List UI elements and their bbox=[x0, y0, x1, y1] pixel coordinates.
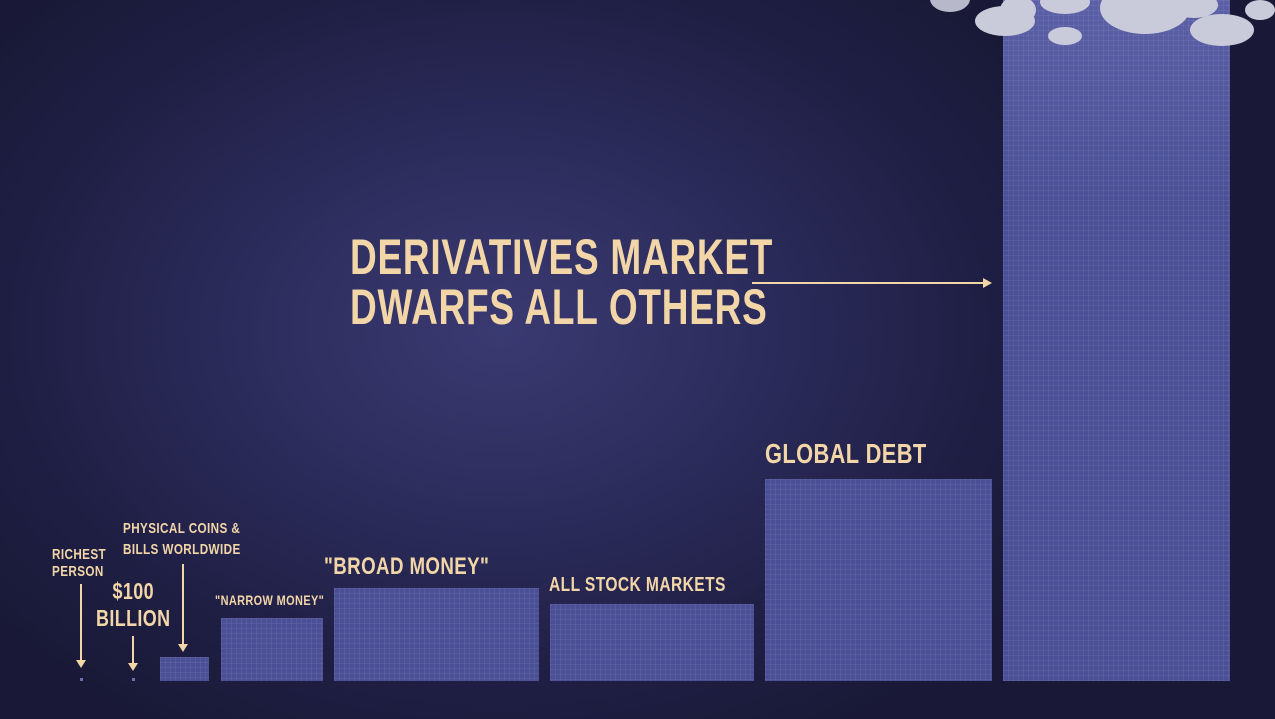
bar-broad-money bbox=[334, 588, 539, 681]
arrow-physical-coins-bills bbox=[178, 564, 188, 652]
bar-derivatives-market bbox=[1003, 0, 1230, 681]
bar-100-billion bbox=[132, 678, 135, 681]
bar-all-stock-markets bbox=[550, 604, 754, 681]
label-richest-person: RICHEST PERSON bbox=[52, 546, 107, 580]
bar-richest-person bbox=[80, 678, 83, 681]
chart-title: DERIVATIVES MARKET DWARFS ALL OTHERS bbox=[350, 229, 774, 335]
arrow-richest-person bbox=[76, 584, 86, 668]
label-broad-money: "BROAD MONEY" bbox=[324, 553, 490, 580]
bar-narrow-money bbox=[221, 618, 323, 681]
bar-physical-coins-bills bbox=[160, 657, 209, 681]
label-all-stock-markets: ALL STOCK MARKETS bbox=[549, 574, 726, 596]
label-100-billion: $100 BILLION bbox=[96, 578, 171, 631]
bar-global-debt bbox=[765, 479, 992, 681]
label-global-debt: GLOBAL DEBT bbox=[765, 438, 927, 469]
label-narrow-money: "NARROW MONEY" bbox=[215, 592, 325, 608]
label-physical-coins-bills: PHYSICAL COINS & BILLS WORLDWIDE bbox=[123, 520, 241, 558]
headline-arrow bbox=[752, 278, 992, 288]
arrow-100-billion bbox=[128, 636, 138, 671]
